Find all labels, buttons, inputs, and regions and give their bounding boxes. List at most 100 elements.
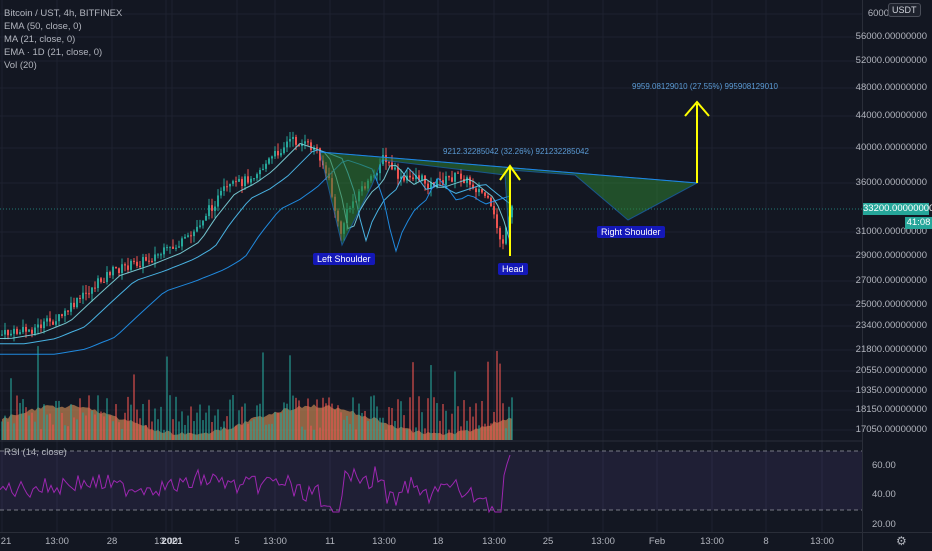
candle-body [289,138,291,142]
volume-bar [490,423,492,440]
candle-body [265,163,267,169]
volume-bar [136,409,138,440]
currency-badge[interactable]: USDT [888,3,921,17]
right-shoulder-label[interactable]: Right Shoulder [597,226,665,238]
price-tick-label: 19350.00000000 [855,385,927,396]
candle-body [142,257,144,267]
time-tick-label: 13:00 [482,536,506,547]
volume-bar [502,403,504,440]
price-axis[interactable]: 6000 56000.00000000 52000.00000000 48000.00… [856,0,932,532]
volume-bar [397,399,399,440]
candle-body [172,246,174,249]
volume-bar [409,397,411,440]
candle-body [283,147,285,154]
time-tick-label: 18 [432,536,444,547]
candle-body [244,176,246,186]
volume-bar [334,410,336,440]
price-tick-label: 6000 [867,8,889,19]
volume-bar [79,398,81,440]
target2-annotation[interactable]: 9959.08129010 (27.55%) 995908129010 [632,82,778,91]
volume-bar [481,401,483,440]
candle-body [82,292,84,299]
candle-body [100,278,102,282]
volume-bar [337,405,339,440]
candle-body [64,310,66,317]
volume-bar [82,412,84,440]
target2-arrowhead [684,100,710,117]
volume-bar [28,415,30,440]
candle-body [7,329,9,336]
volume-bar [457,406,459,440]
candle-body [145,257,147,261]
candle-body [40,324,42,329]
volume-bar [280,413,282,440]
volume-bar [448,429,450,440]
head-label[interactable]: Head [498,263,528,275]
left-shoulder-label[interactable]: Left Shoulder [313,253,375,265]
volume-bar [220,426,222,440]
candle-body [442,180,444,185]
target1-annotation[interactable]: 9212.32285042 (32.26%) 9212322850­42 [443,147,589,156]
volume-bar [274,412,276,440]
ema1d-legend[interactable]: EMA · 1D (21, close, 0) [4,47,103,58]
time-tick-label: 28 [106,536,118,547]
target1-arrowhead [499,164,521,181]
volume-bar [493,412,495,440]
symbol-title[interactable]: Bitcoin / UST, 4h, BITFINEX [4,8,123,19]
volume-bar [388,407,390,440]
candle-body [4,329,6,335]
volume-bar [208,405,210,440]
time-tick-label: 13:00 [591,536,615,547]
time-tick-label: 13:00 [154,536,178,547]
candle-body [55,321,57,325]
candle-body [499,228,501,240]
candle-body [271,156,273,159]
time-axis[interactable]: 21 13:00 28 13:00 2021 5 13:00 11 13:00 18 13:00 25… [0,532,862,551]
candle-body [394,167,396,170]
candle-body [58,314,60,322]
time-tick-label: 11 [325,536,335,547]
volume-bar [412,362,414,440]
volume-bar [391,408,393,440]
volume-bar [121,428,123,440]
rsi-tick-label: 20.00 [872,519,896,530]
ema50-legend[interactable]: EMA (50, close, 0) [4,21,82,32]
volume-bar [88,395,90,440]
volume-bar [73,417,75,440]
volume-bar [427,398,429,440]
ma21-legend[interactable]: MA (21, close, 0) [4,34,76,45]
ma21-line [0,142,511,339]
volume-bar [193,421,195,440]
candle-body [43,321,45,329]
candle-body [106,272,108,282]
candle-body [445,176,447,185]
volume-bar [277,412,279,440]
candle-body [112,266,114,276]
volume-bar [484,423,486,440]
candle-body [469,177,471,185]
volume-bar [13,423,15,440]
candle-body [163,247,165,255]
volume-bar [319,427,321,440]
volume-bar [61,412,63,440]
candle-body [259,170,261,175]
volume-bar [106,398,108,440]
gear-icon[interactable]: ⚙ [896,534,907,548]
volume-bar [349,423,351,440]
candle-body [436,178,438,188]
candle-body [31,329,33,334]
candle-body [376,173,378,176]
volume-bar [472,416,474,440]
volume-bar [232,395,234,440]
candle-body [472,184,474,189]
volume-bar [67,426,69,440]
rsi-legend[interactable]: RSI (14, close) [4,447,67,458]
rsi-tick-label: 40.00 [872,489,896,500]
volume-legend[interactable]: Vol (20) [4,60,37,71]
candle-body [157,254,159,256]
candle-body [223,186,225,191]
candle-body [379,164,381,174]
volume-bar [133,374,135,440]
candle-body [61,314,63,317]
